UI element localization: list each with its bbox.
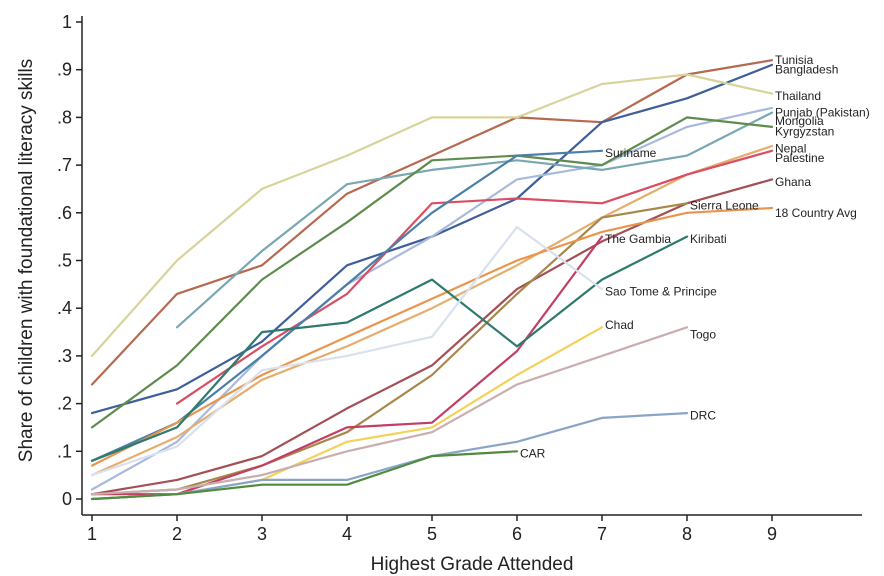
- series-label-car: CAR: [520, 447, 546, 461]
- y-tick-label: .9: [57, 60, 72, 80]
- series-line-sao-tome-principe: [90, 226, 604, 477]
- series-label-palestine: Palestine: [775, 151, 825, 165]
- x-tick-label: 1: [87, 524, 97, 544]
- x-tick-label: 2: [172, 524, 182, 544]
- series-label-bangladesh: Bangladesh: [775, 63, 838, 77]
- x-tick-label: 8: [682, 524, 692, 544]
- series-line-togo: [90, 326, 689, 496]
- series-line-ghana: [90, 178, 774, 496]
- series-line-car: [90, 450, 519, 501]
- x-tick-label: 6: [512, 524, 522, 544]
- y-tick-label: .6: [57, 203, 72, 223]
- series-line-nepal: [90, 144, 774, 477]
- series-line-kiribati: [90, 235, 689, 462]
- y-tick-label: .3: [57, 346, 72, 366]
- y-tick-label: .1: [57, 441, 72, 461]
- series-line-punjab-pakistan: [90, 106, 774, 491]
- y-ticks: 0 .1 .2 .3 .4 .5 .6 .7 .8 .9 1: [57, 12, 82, 509]
- y-tick-label: .7: [57, 155, 72, 175]
- series-line-palestine: [175, 149, 774, 405]
- x-tick-label: 5: [427, 524, 437, 544]
- x-tick-label: 3: [257, 524, 267, 544]
- series-label-sierra-leone: Sierra Leone: [690, 199, 759, 213]
- series-line-mongolia: [175, 111, 774, 329]
- series-label-punjab-pakistan: Punjab (Pakistan): [775, 106, 870, 120]
- series-label-chad: Chad: [605, 318, 634, 332]
- series-label-mongolia: Mongolia: [775, 114, 824, 128]
- series-label-suriname: Suriname: [605, 146, 657, 160]
- x-ticks: 1 2 3 4 5 6 7 8 9: [87, 515, 777, 544]
- series-lines: [90, 59, 774, 501]
- y-tick-label: .4: [57, 298, 72, 318]
- x-tick-label: 4: [342, 524, 352, 544]
- series-line-sierra-leone: [90, 202, 689, 496]
- y-tick-label: .2: [57, 394, 72, 414]
- y-tick-label: .5: [57, 251, 72, 271]
- series-label-tunisia: Tunisia: [775, 53, 814, 67]
- series-label-the-gambia: The Gambia: [605, 232, 671, 246]
- series-line-thailand: [90, 73, 774, 357]
- series-label-18-country-avg: 18 Country Avg: [775, 206, 857, 220]
- y-tick-label: 1: [62, 12, 72, 32]
- series-label-togo: Togo: [690, 327, 716, 341]
- series-line-chad: [90, 326, 604, 501]
- x-tick-label: 7: [597, 524, 607, 544]
- series-label-drc: DRC: [690, 409, 716, 423]
- series-label-thailand: Thailand: [775, 89, 821, 103]
- y-tick-label: 0: [62, 489, 72, 509]
- series-label-kyrgyzstan: Kyrgyzstan: [775, 125, 834, 139]
- series-line-18-country-avg: [90, 206, 774, 467]
- series-label-sao-tome-principe: Sao Tome & Principe: [605, 285, 717, 299]
- series-label-ghana: Ghana: [775, 175, 811, 189]
- axes: 0 .1 .2 .3 .4 .5 .6 .7 .8 .9 1 1 2 3 4 5 6 7 8 9: [57, 12, 862, 544]
- y-tick-label: .8: [57, 107, 72, 127]
- x-axis-title: Highest Grade Attended: [371, 554, 574, 575]
- series-line-suriname: [90, 149, 604, 462]
- series-line-tunisia: [90, 59, 774, 386]
- series-label-kiribati: Kiribati: [690, 232, 727, 246]
- x-tick-label: 9: [767, 524, 777, 544]
- series-label-nepal: Nepal: [775, 141, 806, 155]
- y-axis-title: Share of children with foundational lite…: [16, 59, 37, 462]
- series-line-kyrgyzstan: [90, 116, 774, 429]
